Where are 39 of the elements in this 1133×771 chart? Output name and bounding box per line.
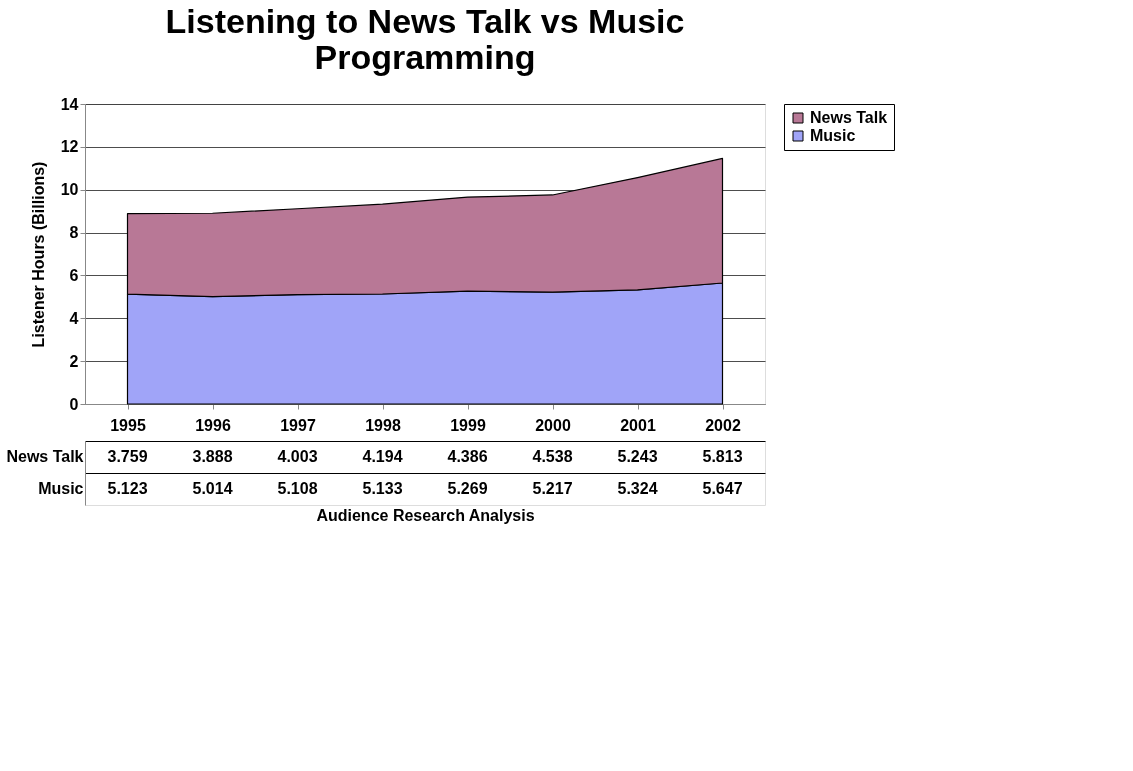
x-tick-label: 1995 bbox=[110, 416, 146, 434]
x-tick-label: 2002 bbox=[705, 416, 741, 434]
text: News Talk bbox=[6, 448, 84, 465]
data-label: 5.123 bbox=[107, 480, 148, 497]
x-tick-label: 1999 bbox=[450, 416, 486, 434]
y-tick-label: 8 bbox=[69, 224, 79, 242]
x-tick-label: 1996 bbox=[195, 416, 231, 434]
x-tick-label: 2001 bbox=[620, 416, 656, 434]
y-tick-label: 0 bbox=[69, 395, 79, 413]
data-label: 5.014 bbox=[192, 480, 233, 497]
chart-title: Listening to News Talk vs Music Programming bbox=[165, 2, 685, 76]
y-tick-label: 10 bbox=[60, 181, 79, 199]
y-tick-label: 2 bbox=[69, 352, 79, 370]
x-tick-label: 1998 bbox=[365, 416, 401, 434]
y-tick-label: 12 bbox=[60, 138, 79, 156]
x-tick-label: 1997 bbox=[280, 416, 316, 434]
legend-label: Music bbox=[810, 127, 856, 144]
x-tick-label: 2000 bbox=[535, 416, 571, 434]
data-label: 5.108 bbox=[277, 480, 318, 497]
data-label: 5.133 bbox=[362, 480, 403, 497]
data-label: 5.217 bbox=[532, 480, 573, 497]
y-tick-label: 4 bbox=[69, 309, 79, 327]
data-label: 5.269 bbox=[447, 480, 488, 497]
data-label: 4.194 bbox=[362, 448, 403, 465]
data-label: 4.386 bbox=[447, 448, 488, 465]
y-tick-label: 14 bbox=[60, 95, 79, 113]
data-label: 4.538 bbox=[532, 448, 573, 465]
data-label: 4.003 bbox=[277, 448, 318, 465]
text: Music bbox=[38, 480, 84, 497]
data-label: 5.813 bbox=[702, 448, 743, 465]
data-label: 3.759 bbox=[107, 448, 148, 465]
data-label: 5.647 bbox=[702, 480, 743, 497]
data-label: 5.324 bbox=[617, 480, 658, 497]
data-label: 5.243 bbox=[617, 448, 658, 465]
legend-label: News Talk bbox=[810, 109, 888, 126]
data-label: 3.888 bbox=[192, 448, 233, 465]
x-axis-title: Audience Research Analysis bbox=[316, 506, 535, 524]
y-axis-title: Listener Hours (Billions) bbox=[29, 161, 47, 348]
y-tick-label: 6 bbox=[69, 266, 79, 284]
